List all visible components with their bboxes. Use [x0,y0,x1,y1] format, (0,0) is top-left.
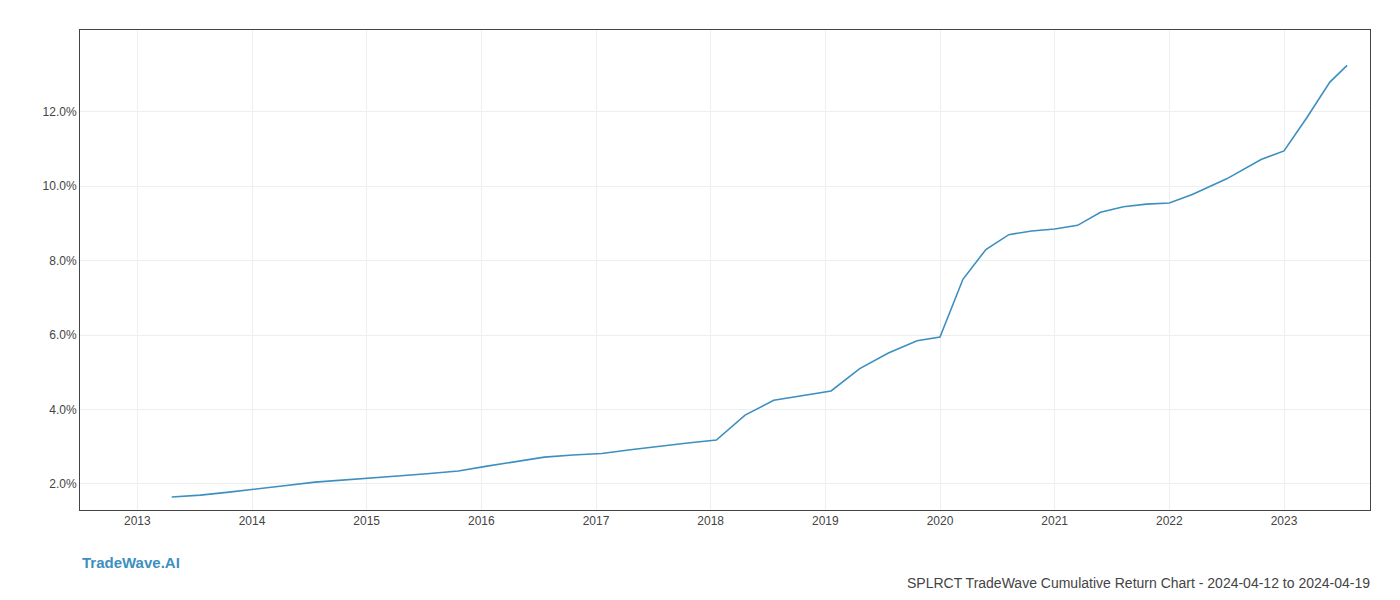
svg-text:2022: 2022 [1156,514,1183,528]
svg-text:2014: 2014 [239,514,266,528]
svg-text:2015: 2015 [353,514,380,528]
svg-text:2018: 2018 [697,514,724,528]
svg-text:2020: 2020 [927,514,954,528]
svg-text:2016: 2016 [468,514,495,528]
svg-text:TradeWave.AI: TradeWave.AI [82,554,180,571]
svg-text:2021: 2021 [1041,514,1068,528]
svg-text:8.0%: 8.0% [49,254,77,268]
svg-text:6.0%: 6.0% [49,328,77,342]
svg-text:4.0%: 4.0% [49,403,77,417]
svg-text:SPLRCT TradeWave Cumulative Re: SPLRCT TradeWave Cumulative Return Chart… [907,575,1370,591]
svg-text:10.0%: 10.0% [43,179,77,193]
svg-text:2019: 2019 [812,514,839,528]
svg-text:2017: 2017 [583,514,610,528]
svg-text:2013: 2013 [124,514,151,528]
svg-text:2.0%: 2.0% [49,477,77,491]
svg-text:2023: 2023 [1271,514,1298,528]
svg-text:12.0%: 12.0% [43,105,77,119]
